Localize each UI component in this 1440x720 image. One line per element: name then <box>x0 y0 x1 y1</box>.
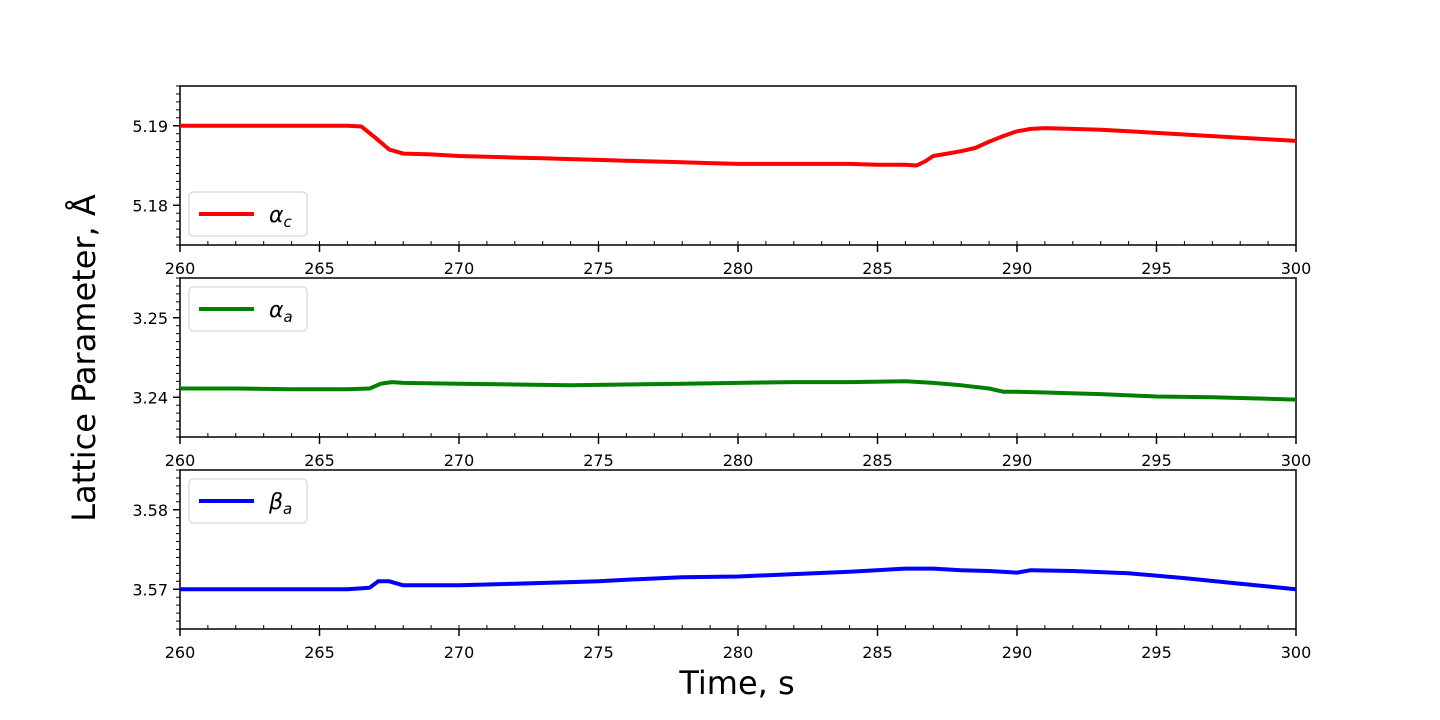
x-tick-label: 285 <box>862 643 893 662</box>
x-tick-label: 270 <box>444 451 475 470</box>
x-tick-label: 295 <box>1141 451 1172 470</box>
x-tick-label: 270 <box>444 643 475 662</box>
y-axis-title: Lattice Parameter, Å <box>65 194 103 522</box>
subplot-1: 260 265 270 275 280 285 290 295 300 5.18 5.19 αc <box>132 85 1312 278</box>
x-tick-label: 265 <box>304 451 335 470</box>
x-tick-label: 280 <box>723 451 754 470</box>
x-tick-label: 265 <box>304 643 335 662</box>
x-tick-label: 275 <box>583 451 614 470</box>
x-tick-label: 280 <box>723 643 754 662</box>
series-line-β-a <box>180 566 1297 592</box>
legend: αc <box>188 191 308 237</box>
x-tick-label: 275 <box>583 259 614 278</box>
x-tick-label: 260 <box>165 643 196 662</box>
subplot-stack: 260 265 270 275 280 285 290 295 3005.185.19αc260… <box>132 85 1312 662</box>
x-tick-label: 300 <box>1281 451 1312 470</box>
subplot-3: 260 265 270 275 280 285 290 295 300 3.57 3.58 βa <box>132 469 1312 662</box>
x-tick-label: 260 <box>165 259 196 278</box>
x-tick-label: 295 <box>1141 643 1172 662</box>
x-tick-label: 285 <box>862 451 893 470</box>
legend: αa <box>188 286 308 332</box>
x-tick-label: 290 <box>1002 451 1033 470</box>
subplot-2: 260 265 270 275 280 285 290 295 300 3.24 3.25 αa <box>132 277 1312 470</box>
x-tick-label: 290 <box>1002 259 1033 278</box>
y-tick-label: 3.24 <box>132 388 168 407</box>
y-tick-label: 5.19 <box>132 117 168 136</box>
x-tick-label: 300 <box>1281 643 1312 662</box>
x-tick-label: 270 <box>444 259 475 278</box>
x-tick-label: 275 <box>583 643 614 662</box>
x-tick-label: 295 <box>1141 259 1172 278</box>
series-line-α-a <box>180 379 1297 402</box>
x-tick-label: 280 <box>723 259 754 278</box>
axes-frame <box>179 277 1297 438</box>
x-tick-label: 285 <box>862 259 893 278</box>
x-tick-label: 300 <box>1281 259 1312 278</box>
x-tick-label: 265 <box>304 259 335 278</box>
y-tick-label: 3.57 <box>132 580 168 599</box>
x-axis-title: Time, s <box>678 664 794 702</box>
y-tick-label: 3.25 <box>132 309 168 328</box>
y-tick-label: 3.58 <box>132 501 168 520</box>
x-tick-label: 260 <box>165 451 196 470</box>
series-line-α-c <box>180 123 1297 168</box>
y-tick-label: 5.18 <box>132 196 168 215</box>
x-tick-label: 290 <box>1002 643 1033 662</box>
axes-frame <box>179 469 1297 630</box>
legend: βa <box>188 478 308 524</box>
